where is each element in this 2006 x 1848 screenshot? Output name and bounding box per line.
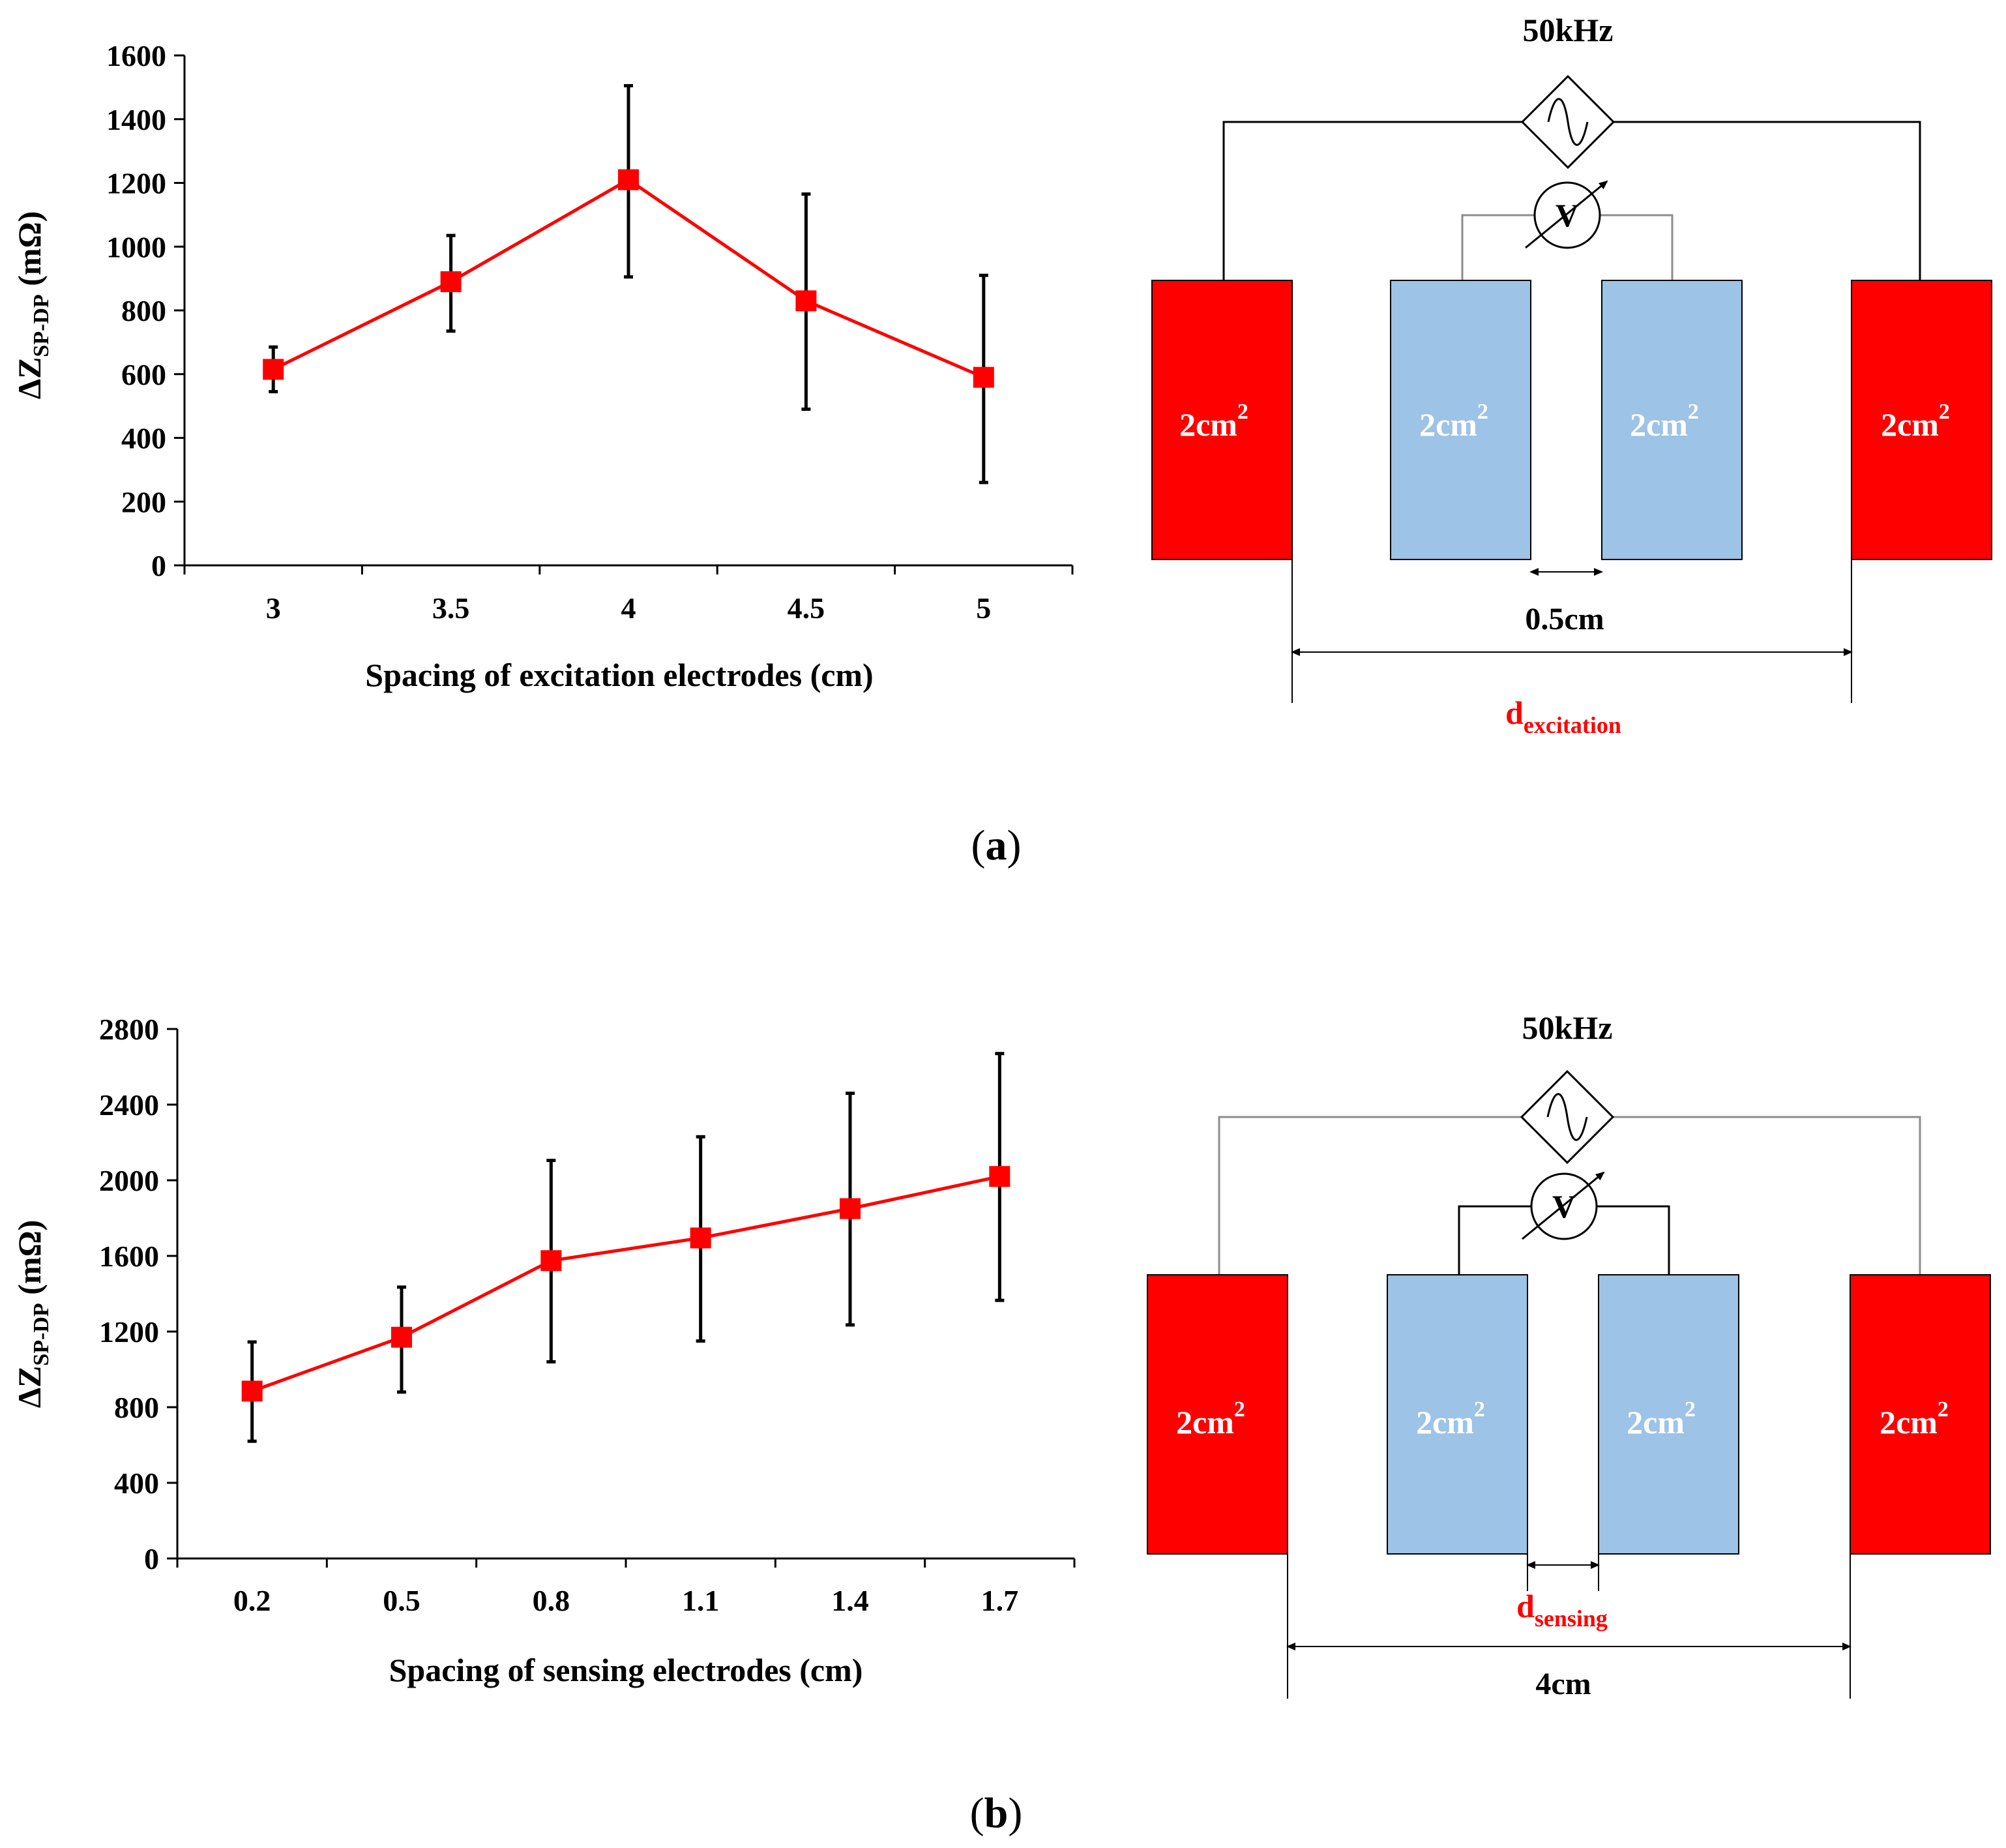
y-tick-label: 1600 bbox=[106, 39, 166, 72]
y-tick-label: 1000 bbox=[106, 230, 166, 263]
chart-a-ylabel-sub: SP-DP bbox=[29, 294, 53, 357]
y-tick-label: 0 bbox=[151, 549, 166, 582]
diagram-b-excitation-electrode-right bbox=[1850, 1274, 1991, 1555]
diagram-b-electrode-label-3: 2cm2 bbox=[1627, 1397, 1696, 1440]
diagram-a-excitation-electrode-right bbox=[1851, 280, 1992, 560]
diagram-b-frequency-label: 50kHz bbox=[1522, 1009, 1613, 1046]
y-tick-label: 1400 bbox=[106, 103, 166, 136]
data-point-marker bbox=[618, 169, 639, 190]
diagram-a-excitation-electrode-left bbox=[1151, 280, 1293, 560]
diagram-b-voltmeter-label: V bbox=[1552, 1188, 1576, 1225]
data-point-marker bbox=[795, 290, 817, 312]
x-tick-label: 5 bbox=[976, 591, 991, 625]
y-tick-label: 400 bbox=[121, 422, 166, 455]
diagram-b-excitation-electrode-left bbox=[1147, 1274, 1288, 1555]
diagram-a-electrode-label-4: 2cm2 bbox=[1881, 400, 1950, 443]
diagram-b-voltmeter-icon: V bbox=[1522, 1171, 1605, 1240]
diagram-a-frequency-label: 50kHz bbox=[1523, 12, 1614, 48]
chart-b-ylabel-main: ΔZ bbox=[11, 1366, 48, 1408]
diagram-a-electrode-label-1: 2cm2 bbox=[1179, 400, 1248, 443]
y-tick-label: 1200 bbox=[99, 1315, 159, 1349]
diagram-b: 50kHz V 2cm2 2cm2 2cm2 2cm2 dsensing 4cm bbox=[1147, 1009, 1991, 1701]
chart-a-ylabel-main: ΔZ bbox=[11, 357, 48, 400]
diagram-a-outer-gap-variable: dexcitation bbox=[1505, 694, 1621, 738]
diagram-a: 50kHz V 2cm2 2cm2 2cm2 2cm2 0.5cm bbox=[1151, 12, 1992, 738]
y-tick-label: 800 bbox=[121, 294, 166, 327]
chart-b-ylabel-sub: SP-DP bbox=[29, 1303, 53, 1365]
chart-a-tick-labels: 0 200 400 600 800 1000 1200 1400 1600 3 3.5 4 4.5 5 bbox=[106, 39, 991, 625]
y-tick-label: 600 bbox=[121, 358, 166, 391]
chart-b-axes bbox=[167, 1028, 1076, 1568]
chart-a: 0 200 400 600 800 1000 1200 1400 1600 3 3.5 4 4.5 5 S… bbox=[11, 39, 1074, 693]
diagram-a-voltmeter-icon: V bbox=[1525, 180, 1608, 249]
chart-a-markers bbox=[263, 169, 994, 388]
x-tick-label: 0.5 bbox=[383, 1584, 420, 1617]
chart-b-y-axis-label: ΔZSP-DP (mΩ) bbox=[11, 1220, 53, 1408]
data-point-marker bbox=[690, 1227, 711, 1249]
chart-b-ylabel-unit: (mΩ) bbox=[11, 1220, 48, 1304]
data-point-marker bbox=[440, 271, 462, 293]
series-line bbox=[251, 1174, 1000, 1393]
diagram-a-electrode-label-3: 2cm2 bbox=[1630, 400, 1699, 443]
y-tick-label: 1200 bbox=[106, 167, 166, 200]
diagram-a-electrode-label-2: 2cm2 bbox=[1419, 400, 1488, 443]
x-tick-label: 4 bbox=[621, 591, 636, 625]
data-point-marker bbox=[263, 359, 284, 380]
diagram-a-ac-source-icon bbox=[1520, 74, 1615, 170]
y-tick-label: 0 bbox=[144, 1542, 159, 1575]
chart-a-x-axis-label: Spacing of excitation electrodes (cm) bbox=[365, 657, 873, 693]
chart-b: 0 400 800 1200 1600 2000 2400 2800 0.2 0.5 0.8 1.1 1… bbox=[11, 1013, 1076, 1688]
diagram-b-sensing-electrode-left bbox=[1387, 1274, 1528, 1555]
data-point-marker bbox=[241, 1380, 263, 1402]
diagram-b-ac-source-icon bbox=[1520, 1069, 1615, 1165]
chart-b-series-line bbox=[251, 1174, 1000, 1393]
chart-a-axes bbox=[174, 54, 1074, 574]
chart-a-ylabel-unit: (mΩ) bbox=[11, 211, 48, 295]
y-tick-label: 2000 bbox=[99, 1164, 159, 1197]
x-tick-label: 0.8 bbox=[533, 1584, 570, 1617]
panel-label-b: (b) bbox=[970, 1789, 1023, 1837]
y-tick-label: 400 bbox=[114, 1467, 159, 1500]
y-tick-label: 1600 bbox=[99, 1240, 159, 1273]
diagram-b-outer-gap-label: 4cm bbox=[1535, 1667, 1591, 1701]
chart-b-tick-labels: 0 400 800 1200 1600 2000 2400 2800 0.2 0.5 0.8 1.1 1… bbox=[99, 1013, 1018, 1617]
diagram-b-electrode-label-1: 2cm2 bbox=[1176, 1397, 1245, 1440]
diagram-b-excitation-wire bbox=[1218, 1116, 1921, 1275]
x-tick-label: 0.2 bbox=[233, 1584, 271, 1617]
data-point-marker bbox=[840, 1198, 861, 1219]
x-tick-label: 1.1 bbox=[682, 1584, 720, 1617]
data-point-marker bbox=[973, 366, 994, 388]
x-tick-label: 1.4 bbox=[831, 1584, 869, 1617]
chart-b-x-axis-label: Spacing of sensing electrodes (cm) bbox=[389, 1652, 863, 1688]
diagram-b-sensing-electrode-right bbox=[1598, 1274, 1739, 1555]
x-tick-label: 3.5 bbox=[432, 591, 470, 625]
data-point-marker bbox=[391, 1326, 412, 1348]
x-tick-label: 1.7 bbox=[981, 1584, 1019, 1617]
data-point-marker bbox=[540, 1250, 562, 1272]
y-tick-label: 2400 bbox=[99, 1088, 159, 1122]
diagram-a-sensing-electrode-left bbox=[1390, 280, 1531, 560]
x-tick-label: 3 bbox=[266, 591, 281, 625]
diagram-a-sensing-wire bbox=[1461, 214, 1674, 280]
diagram-a-inner-gap-label: 0.5cm bbox=[1525, 602, 1604, 636]
y-tick-label: 2800 bbox=[99, 1013, 159, 1046]
chart-b-markers bbox=[241, 1166, 1010, 1402]
diagram-b-electrode-label-2: 2cm2 bbox=[1416, 1397, 1485, 1440]
chart-b-error-bars bbox=[247, 1052, 1005, 1443]
diagram-b-electrode-label-4: 2cm2 bbox=[1880, 1397, 1949, 1440]
panel-label-a: (a) bbox=[971, 822, 1022, 869]
chart-a-error-bars bbox=[269, 83, 988, 484]
diagram-a-excitation-wire bbox=[1222, 121, 1921, 280]
data-point-marker bbox=[989, 1166, 1010, 1187]
diagram-a-sensing-electrode-right bbox=[1601, 280, 1743, 560]
chart-a-y-axis-label: ΔZSP-DP (mΩ) bbox=[11, 211, 53, 400]
diagram-a-voltmeter-label: V bbox=[1556, 197, 1579, 233]
y-tick-label: 800 bbox=[114, 1391, 159, 1424]
diagram-b-inner-gap-variable: dsensing bbox=[1516, 1588, 1608, 1632]
x-tick-label: 4.5 bbox=[788, 591, 825, 625]
y-tick-label: 200 bbox=[121, 485, 166, 518]
diagram-b-sensing-wire bbox=[1458, 1205, 1670, 1275]
